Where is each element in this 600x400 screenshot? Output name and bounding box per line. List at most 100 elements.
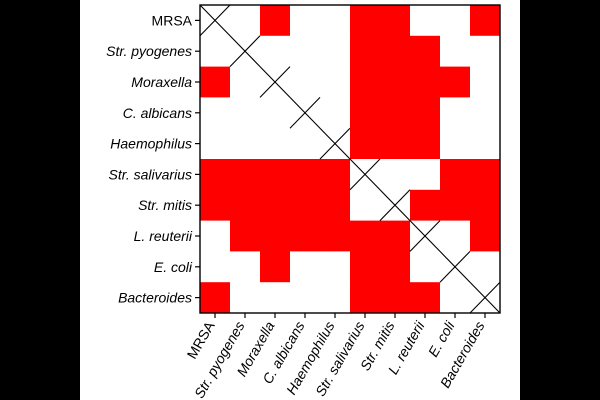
row-ticks-layer: [195, 19, 200, 299]
matrix-cell-r7-c1: [230, 220, 261, 252]
matrix-cell-r1-c5: [350, 35, 381, 67]
matrix-cell-r6-c5: [350, 189, 381, 221]
row-label-6: Str. mitis: [138, 197, 192, 213]
matrix-cell-r5-c9: [470, 159, 501, 191]
matrix-cell-r5-c4: [320, 159, 351, 191]
matrix-cell-r9-c6: [380, 282, 411, 314]
matrix-cell-r9-c0: [200, 282, 231, 314]
matrix-cell-r1-c2: [260, 35, 291, 67]
row-label-9: Bacteroides: [118, 290, 192, 306]
matrix-cell-r3-c1: [230, 97, 261, 129]
diagonal-mark-b-0: [199, 4, 231, 37]
matrix-cell-r2-c8: [440, 66, 471, 98]
matrix-cell-r7-c6: [380, 220, 411, 252]
matrix-cell-r9-c8: [440, 282, 471, 314]
matrix-cell-r2-c1: [230, 66, 261, 98]
matrix-cell-r3-c9: [470, 97, 501, 129]
matrix-cell-r4-c5: [350, 128, 381, 160]
matrix-cell-r3-c6: [380, 97, 411, 129]
matrix-cell-r9-c1: [230, 282, 261, 314]
matrix-cell-r4-c9: [470, 128, 501, 160]
matrix-cell-r9-c4: [320, 282, 351, 314]
matrix-cell-r8-c3: [290, 251, 321, 283]
row-label-4: Haemophilus: [110, 136, 192, 152]
matrix-cell-r3-c7: [410, 97, 441, 129]
col-ticks-layer: [214, 313, 486, 318]
matrix-cell-r1-c4: [320, 35, 351, 67]
row-label-8: E. coli: [154, 259, 193, 275]
matrix-cell-r9-c5: [350, 282, 381, 314]
matrix-cell-r3-c2: [260, 97, 291, 129]
matrix-cell-r4-c0: [200, 128, 231, 160]
matrix-cell-r8-c0: [200, 251, 231, 283]
diagonal-mark-b-5: [349, 158, 381, 191]
matrix-cell-r5-c7: [410, 159, 441, 191]
matrix-cell-r7-c9: [470, 220, 501, 252]
matrix-cell-r2-c7: [410, 66, 441, 98]
matrix-cell-r9-c2: [260, 282, 291, 314]
matrix-cell-r0-c7: [410, 5, 441, 37]
matrix-cell-r7-c3: [290, 220, 321, 252]
row-label-5: Str. salivarius: [108, 166, 192, 182]
matrix-cell-r8-c7: [410, 251, 441, 283]
matrix-cell-r8-c2: [260, 251, 291, 283]
matrix-cell-r5-c6: [380, 159, 411, 191]
matrix-cell-r0-c2: [260, 5, 291, 37]
row-labels-layer: MRSA Str. pyogenes Moraxella C. albicans Hae…: [106, 12, 193, 305]
matrix-cell-r8-c6: [380, 251, 411, 283]
matrix-cell-r3-c8: [440, 97, 471, 129]
matrix-cell-r8-c1: [230, 251, 261, 283]
diagonal-mark-b-2: [259, 66, 291, 98]
chart-panel: MRSA Str. pyogenes Moraxella C. albicans Hae…: [80, 0, 520, 400]
matrix-cell-r5-c2: [260, 159, 291, 191]
matrix-cell-r3-c4: [320, 97, 351, 129]
matrix-cell-r0-c6: [380, 5, 411, 37]
matrix-cell-r0-c4: [320, 5, 351, 37]
matrix-cell-r2-c6: [380, 66, 411, 98]
matrix-cell-r1-c9: [470, 35, 501, 67]
matrix-cell-r1-c0: [200, 35, 231, 67]
matrix-cell-r6-c3: [290, 189, 321, 221]
matrix-cell-r0-c3: [290, 5, 321, 37]
diagonal-mark-b-3: [289, 97, 321, 129]
matrix-cell-r0-c1: [230, 5, 261, 37]
matrix-cell-r7-c8: [440, 220, 471, 252]
matrix-cell-r8-c5: [350, 251, 381, 283]
matrix-cell-r2-c9: [470, 66, 501, 98]
matrix-cell-r8-c4: [320, 251, 351, 283]
matrix-cell-r9-c3: [290, 282, 321, 314]
matrix-cell-r6-c7: [410, 189, 441, 221]
row-label-1: Str. pyogenes: [106, 43, 192, 59]
matrix-cell-r8-c9: [470, 251, 501, 283]
matrix-cell-r7-c5: [350, 220, 381, 252]
matrix-cell-r1-c8: [440, 35, 471, 67]
matrix-cell-r2-c3: [290, 66, 321, 98]
matrix-cell-r6-c2: [260, 189, 291, 221]
cells-layer: [200, 5, 501, 314]
matrix-cell-r3-c5: [350, 97, 381, 129]
matrix-frame: [199, 4, 501, 314]
matrix-cell-r6-c4: [320, 189, 351, 221]
row-label-0: MRSA: [152, 12, 193, 28]
diagonal-mark-b-6: [379, 189, 411, 221]
matrix-cell-r9-c7: [410, 282, 441, 314]
diagonal-mark-b-7: [409, 220, 441, 252]
matrix-cell-r6-c8: [440, 189, 471, 221]
matrix-cell-r7-c4: [320, 220, 351, 252]
matrix-cell-r0-c5: [350, 5, 381, 37]
matrix-cell-r6-c0: [200, 189, 231, 221]
matrix-cell-r5-c3: [290, 159, 321, 191]
matrix-cell-r5-c8: [440, 159, 471, 191]
matrix-cell-r4-c1: [230, 128, 261, 160]
matrix-cell-r1-c6: [380, 35, 411, 67]
matrix-cell-r7-c2: [260, 220, 291, 252]
matrix-cell-r4-c7: [410, 128, 441, 160]
matrix-cell-r1-c7: [410, 35, 441, 67]
diagonal-marks-layer: [199, 4, 501, 314]
interaction-matrix-chart: MRSA Str. pyogenes Moraxella C. albicans Hae…: [106, 4, 501, 400]
diagonal-mark-b-1: [229, 35, 261, 67]
row-label-7: L. reuterii: [134, 228, 193, 244]
matrix-cell-r6-c1: [230, 189, 261, 221]
matrix-cell-r4-c2: [260, 128, 291, 160]
